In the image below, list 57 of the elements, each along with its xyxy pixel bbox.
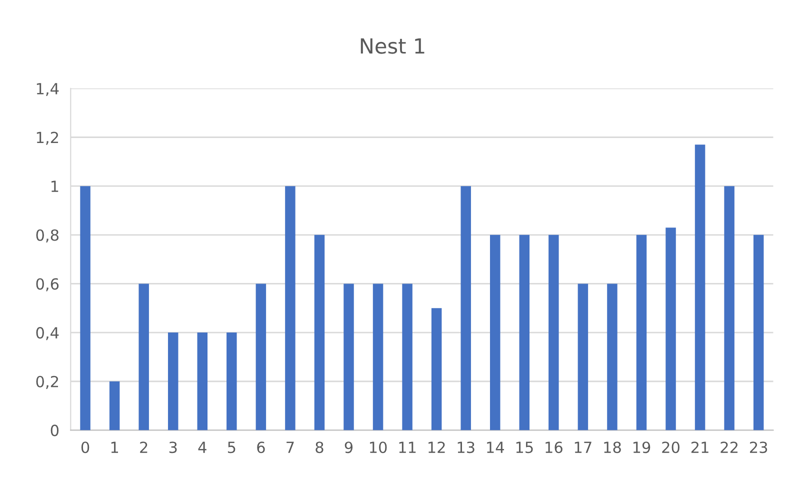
y-tick-label: 0,2: [36, 376, 58, 389]
x-tick-label: 3: [169, 442, 177, 454]
bar: [490, 234, 500, 430]
x-tick-label: 0: [81, 442, 90, 454]
chart-title: Nest 1: [360, 38, 424, 54]
bar: [372, 284, 384, 430]
bar: [226, 332, 237, 430]
x-tick-label: 21: [691, 442, 708, 453]
y-tick-label: 0,6: [36, 278, 59, 292]
y-tick-label: 0: [50, 424, 59, 436]
bar: [694, 144, 706, 430]
bar: [285, 186, 296, 430]
x-tick-label: 10: [370, 442, 387, 454]
x-tick-label: 20: [662, 442, 680, 454]
bar: [460, 186, 471, 430]
x-tick-label: 18: [604, 442, 621, 454]
bar: [431, 308, 442, 430]
x-tick-label: 8: [316, 442, 324, 454]
x-tick-label: 5: [228, 442, 236, 454]
bar: [256, 284, 266, 430]
bar: [548, 234, 559, 430]
y-tick-label: 1: [51, 180, 58, 192]
bar: [636, 234, 647, 430]
x-tick-label: 7: [286, 442, 294, 453]
x-tick-label: 4: [198, 442, 206, 453]
x-tick-label: 11: [399, 442, 416, 453]
bar: [519, 234, 530, 430]
x-tick-label: 9: [344, 442, 353, 454]
bar: [109, 381, 120, 430]
x-tick-label: 13: [458, 442, 474, 454]
x-tick-label: 16: [546, 442, 562, 454]
bar: [344, 284, 354, 430]
x-tick-label: 1: [111, 442, 118, 453]
bar: [666, 228, 676, 430]
bar: [197, 332, 208, 430]
x-tick-label: 22: [720, 442, 738, 453]
bar: [753, 234, 764, 430]
y-tick-label: 1,4: [36, 83, 59, 96]
bar: [402, 284, 412, 430]
x-tick-label: 6: [257, 442, 265, 454]
x-tick-label: 12: [428, 442, 445, 453]
x-tick-label: 2: [140, 442, 148, 453]
bar: [80, 186, 90, 430]
y-tick-label: 1,2: [36, 132, 58, 145]
bar: [314, 234, 325, 430]
bar: [168, 332, 178, 430]
x-tick-label: 17: [574, 442, 592, 453]
y-tick-label: 0,8: [36, 229, 58, 242]
x-tick-label: 15: [516, 442, 533, 454]
x-tick-label: 19: [633, 442, 650, 454]
x-tick-label: 23: [750, 442, 768, 454]
bar: [724, 186, 734, 430]
bar: [138, 284, 149, 430]
bar: [578, 284, 588, 430]
bar: [607, 284, 618, 430]
y-tick-label: 0,4: [36, 327, 59, 340]
x-tick-label: 14: [487, 442, 504, 453]
